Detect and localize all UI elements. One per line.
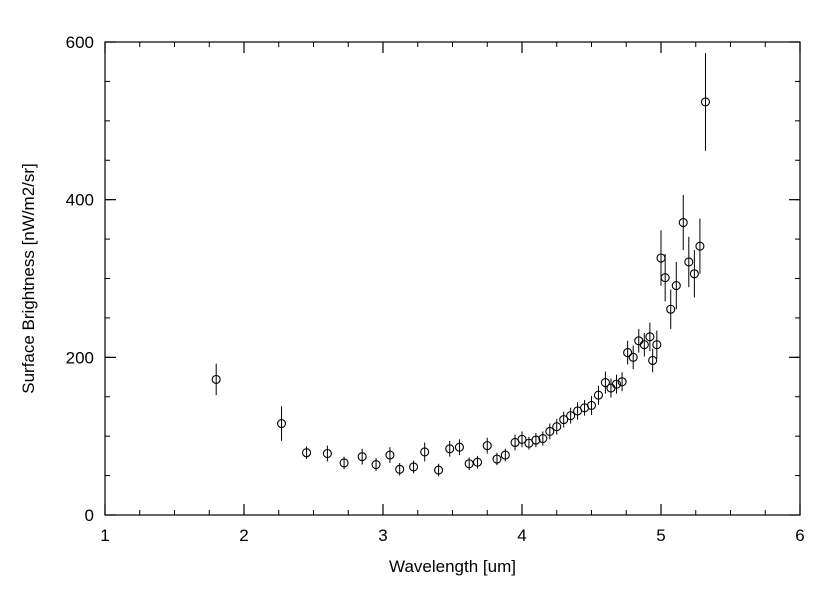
x-tick-label: 2	[239, 526, 248, 545]
data-point	[357, 452, 367, 462]
data-point	[623, 348, 633, 358]
data-point	[322, 448, 332, 459]
data-point	[639, 340, 649, 350]
data-point	[409, 462, 419, 472]
data-point	[652, 340, 662, 350]
data-point	[617, 377, 627, 387]
x-tick-label: 6	[795, 526, 804, 545]
y-tick-label: 600	[66, 33, 94, 52]
data-point	[695, 241, 705, 251]
data-point	[464, 459, 474, 469]
data-point	[434, 465, 444, 475]
y-axis-label: Surface Brightness [nW/m2/sr]	[19, 163, 38, 394]
data-point	[656, 253, 666, 263]
data-point	[666, 304, 676, 314]
data-point	[420, 447, 430, 457]
data-point	[538, 433, 548, 444]
data-point	[552, 422, 562, 432]
x-tick-label: 3	[378, 526, 387, 545]
data-point	[371, 459, 381, 470]
data-point	[301, 448, 312, 458]
y-tick-label: 0	[85, 506, 94, 525]
data-point	[385, 450, 395, 460]
data-point	[593, 390, 604, 400]
data-point	[684, 257, 694, 267]
data-point	[445, 444, 455, 454]
axes-frame	[104, 41, 801, 516]
x-tick-label: 5	[656, 526, 665, 545]
data-point	[531, 435, 541, 445]
data-point	[211, 374, 221, 384]
data-point	[566, 411, 576, 421]
y-tick-label: 400	[66, 191, 94, 210]
data-point	[645, 332, 655, 342]
x-tick-label: 4	[517, 526, 526, 545]
y-tick-label: 200	[66, 348, 94, 367]
data-point	[276, 419, 287, 429]
data-point	[648, 355, 658, 366]
data-point	[660, 273, 670, 283]
data-point	[611, 379, 622, 389]
data-point	[671, 281, 681, 291]
data-point	[517, 434, 527, 444]
x-tick-label: 1	[100, 526, 109, 545]
data-point	[482, 441, 492, 451]
data-point	[492, 454, 502, 464]
data-point	[395, 464, 405, 474]
data-point	[628, 352, 638, 362]
data-point	[454, 442, 465, 452]
data-point	[700, 97, 711, 107]
x-axis-label: Wavelength [um]	[389, 557, 516, 576]
data-point	[472, 457, 483, 467]
data-point	[339, 458, 349, 468]
data-point	[689, 269, 699, 279]
data-point	[559, 415, 569, 425]
data-point	[678, 217, 688, 228]
data-point	[545, 426, 555, 436]
data-point	[586, 400, 597, 410]
data-point	[600, 378, 610, 388]
data-point	[500, 450, 510, 460]
